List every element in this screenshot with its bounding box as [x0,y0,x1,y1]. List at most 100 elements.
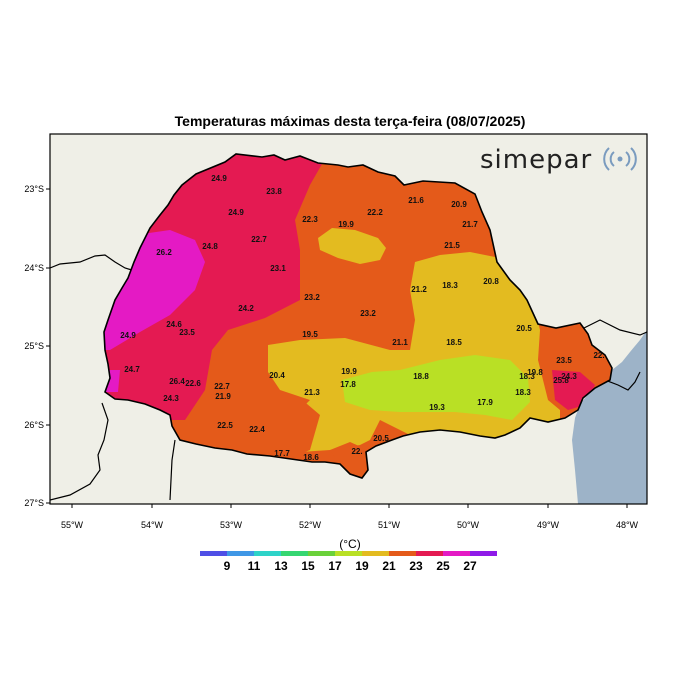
colorbar: (°C) 9 11 13 15 17 19 21 23 25 27 [200,537,497,573]
colorbar-swatch [227,551,254,556]
lon-tick-label: 53°W [220,520,243,530]
colorbar-swatch [200,551,227,556]
station-value: 24.8 [202,242,218,251]
station-value: 22.6 [185,379,201,388]
lat-tick-label: 25°S [24,341,44,351]
station-value: 24.3 [561,372,577,381]
station-value: 19.5 [302,330,318,339]
station-value: 20.5 [373,434,389,443]
station-value: 24.3 [163,394,179,403]
colorbar-swatch [443,551,470,556]
colorbar-unit: (°C) [339,537,360,551]
lon-tick-label: 50°W [457,520,480,530]
state-outline [103,153,613,479]
station-value: 22. [351,447,362,456]
station-value: 21.1 [392,338,408,347]
lon-tick-label: 49°W [537,520,560,530]
colorbar-swatches [200,551,497,556]
station-value: 21.9 [215,392,231,401]
lon-tick-label: 52°W [299,520,322,530]
station-value: 24.2 [238,304,254,313]
station-value: 17.7 [274,449,290,458]
station-value: 19.9 [338,220,354,229]
station-value: 19.9 [341,367,357,376]
station-value: 23.5 [556,356,572,365]
colorbar-label: 25 [436,559,450,573]
simepar-logo: simepar [480,145,637,175]
colorbar-label: 13 [274,559,288,573]
station-value: 24.7 [124,365,140,374]
station-value: 23.8 [266,187,282,196]
station-value: 19.3 [429,403,445,412]
lat-tick-label: 23°S [24,184,44,194]
colorbar-swatch [281,551,308,556]
colorbar-swatch [308,551,335,556]
station-value: 24.6 [166,320,182,329]
station-value: 21.2 [411,285,427,294]
colorbar-swatch [389,551,416,556]
lat-tick-label: 27°S [24,498,44,508]
border-lines [50,254,647,501]
station-value: 17.8 [340,380,356,389]
station-value: 18.3 [519,372,535,381]
station-value: 20.4 [269,371,285,380]
station-value: 21.7 [462,220,478,229]
station-value: 26.2 [156,248,172,257]
latitude-ticks: 23°S 24°S 25°S 26°S 27°S [24,184,50,508]
station-value: 25.8 [553,376,569,385]
station-value: 23.1 [270,264,286,273]
station-value: 21.3 [304,388,320,397]
station-value: 23.2 [304,293,320,302]
station-value: 20.5 [516,324,532,333]
station-value: 21.5 [444,241,460,250]
station-value: 22.2 [367,208,383,217]
station-value: 26.4 [169,377,185,386]
station-value: 22.5 [217,421,233,430]
ocean-area [572,330,647,504]
station-value: 18.3 [442,281,458,290]
lon-tick-label: 48°W [616,520,639,530]
station-value: 22.7 [214,382,230,391]
lon-tick-label: 51°W [378,520,401,530]
station-value: 21.6 [408,196,424,205]
station-value: 22. [593,351,604,360]
colorbar-label: 27 [463,559,477,573]
station-value: 18.3 [515,388,531,397]
colorbar-label: 9 [224,559,231,573]
logo-text: simepar [480,145,592,175]
colorbar-swatch [470,551,497,556]
station-value: 24.9 [120,331,136,340]
station-value: 24.9 [211,174,227,183]
colorbar-label: 17 [328,559,342,573]
colorbar-label: 11 [248,559,261,573]
colorbar-swatch [416,551,443,556]
station-value: 23.5 [179,328,195,337]
station-value: 22.3 [302,215,318,224]
colorbar-label: 15 [301,559,315,573]
colorbar-label: 21 [382,559,396,573]
colorbar-swatch [254,551,281,556]
lon-tick-label: 55°W [61,520,84,530]
colorbar-label: 23 [409,559,423,573]
lat-tick-label: 26°S [24,420,44,430]
station-value: 20.9 [451,200,467,209]
colorbar-labels: 9 11 13 15 17 19 21 23 25 27 [224,559,477,573]
station-values: 24.923.824.922.724.826.223.122.319.922.2… [120,174,604,462]
map-title: Temperaturas máximas desta terça-feira (… [174,113,526,129]
station-value: 19.8 [527,368,543,377]
lat-tick-label: 24°S [24,263,44,273]
station-value: 18.5 [446,338,462,347]
station-value: 20.8 [483,277,499,286]
colorbar-swatch [362,551,389,556]
longitude-ticks: 55°W 54°W 53°W 52°W 51°W 50°W 49°W 48°W [61,504,639,530]
lon-tick-label: 54°W [141,520,164,530]
station-value: 18.8 [413,372,429,381]
station-value: 17.9 [477,398,493,407]
station-value: 23.2 [360,309,376,318]
colorbar-swatch [335,551,362,556]
station-value: 18.6 [303,453,319,462]
station-value: 22.4 [249,425,265,434]
map-frame [49,133,648,505]
colorbar-label: 19 [355,559,369,573]
